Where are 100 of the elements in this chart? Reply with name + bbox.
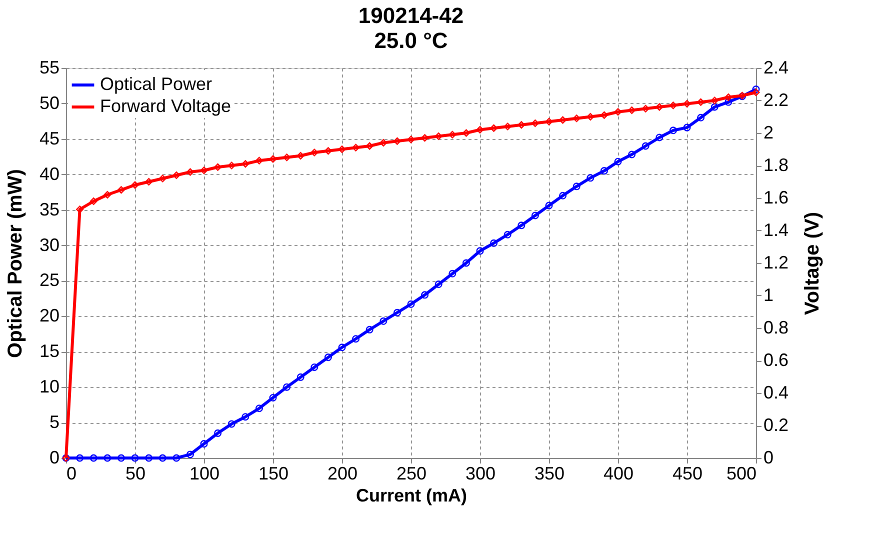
y2-tick-label: 2 <box>764 122 774 142</box>
point <box>531 212 539 220</box>
legend-label: Optical Power <box>100 74 212 94</box>
point <box>462 129 470 137</box>
point <box>600 167 608 175</box>
y-tick-label: 55 <box>39 58 60 78</box>
y2-tick-label: 0.4 <box>764 382 789 402</box>
point <box>669 126 677 134</box>
point <box>117 186 125 194</box>
y-tick-label: 5 <box>49 412 60 432</box>
point <box>242 413 250 421</box>
point <box>255 404 263 412</box>
point <box>656 103 664 111</box>
point <box>642 142 650 150</box>
point <box>504 122 512 130</box>
point <box>490 239 498 247</box>
point <box>586 112 594 121</box>
point <box>545 202 553 210</box>
point <box>752 86 760 94</box>
point <box>104 454 112 462</box>
x-tick-label: 50 <box>125 464 146 484</box>
point <box>476 126 484 134</box>
y-tick-label: 0 <box>49 448 60 468</box>
x-tick-label: 150 <box>258 464 289 484</box>
point <box>283 383 291 391</box>
point <box>214 163 222 171</box>
y2-tick-label: 0.2 <box>764 415 789 435</box>
point <box>614 158 622 166</box>
y-tick-label: 20 <box>39 306 60 326</box>
point <box>200 440 208 448</box>
x-tick-label: 400 <box>603 464 634 484</box>
point <box>752 88 760 96</box>
point <box>158 174 166 182</box>
point <box>490 124 498 132</box>
y-tick-label: 40 <box>39 164 60 184</box>
y2-tick-label: 0.6 <box>764 350 789 370</box>
point <box>572 182 580 190</box>
point <box>131 454 139 462</box>
point <box>407 300 415 308</box>
point <box>586 174 594 182</box>
point <box>697 98 705 106</box>
point <box>200 166 208 174</box>
point <box>90 454 98 462</box>
point <box>669 102 677 110</box>
x-axis-title: Current (mA) <box>356 486 468 506</box>
y2-tick-label: 2.2 <box>764 90 789 110</box>
point <box>338 145 346 154</box>
point <box>407 136 415 144</box>
point <box>228 420 236 428</box>
y2-tick-label: 1.6 <box>764 188 789 208</box>
legend-label: Forward Voltage <box>100 96 232 116</box>
point <box>559 116 567 124</box>
point <box>338 344 346 352</box>
point <box>724 93 732 102</box>
point <box>117 454 125 462</box>
point <box>462 259 470 267</box>
point <box>366 142 374 150</box>
point <box>269 394 277 402</box>
point <box>545 118 553 126</box>
point <box>518 222 526 230</box>
point <box>242 160 250 168</box>
y2-tick-label: 0.8 <box>764 318 789 338</box>
point <box>628 106 636 114</box>
point <box>559 192 567 200</box>
point <box>228 162 236 170</box>
point <box>393 137 401 145</box>
point <box>724 98 732 106</box>
point <box>310 148 318 156</box>
y2-tick-label: 1.8 <box>764 155 789 175</box>
point <box>380 317 388 325</box>
point <box>158 454 166 462</box>
point <box>310 363 318 371</box>
point <box>421 134 429 142</box>
point <box>172 171 180 180</box>
y-tick-label: 15 <box>39 341 60 362</box>
point <box>380 138 388 147</box>
point <box>255 156 263 164</box>
x-tick-label: 450 <box>672 464 703 484</box>
point <box>434 280 442 288</box>
y-tick-label: 45 <box>39 128 60 148</box>
point <box>683 124 691 132</box>
y2-tick-label: 2.4 <box>764 58 789 78</box>
y-axis-title: Optical Power (mW) <box>4 169 26 358</box>
point <box>269 155 277 163</box>
x-tick-label: 100 <box>189 464 220 484</box>
point <box>296 373 304 381</box>
point <box>76 206 84 214</box>
chart-subtitle: 25.0 °C <box>374 28 448 53</box>
point <box>366 326 374 334</box>
point <box>628 150 636 158</box>
x-tick-label: 350 <box>534 464 565 484</box>
point <box>600 111 608 119</box>
point <box>186 450 194 458</box>
y-tick-label: 50 <box>39 92 60 113</box>
point <box>214 429 222 437</box>
x-tick-label: 500 <box>726 464 756 484</box>
point <box>504 230 512 238</box>
point <box>90 197 98 206</box>
point <box>448 270 456 278</box>
point <box>131 181 139 189</box>
